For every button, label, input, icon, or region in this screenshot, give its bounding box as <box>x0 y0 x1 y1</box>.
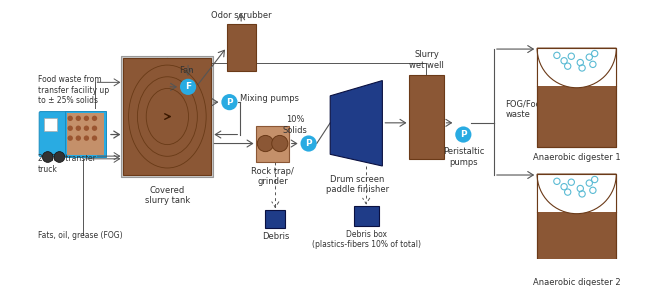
Circle shape <box>92 116 97 121</box>
Bar <box>226 24 256 71</box>
Text: 10%
Solids: 10% Solids <box>283 115 307 134</box>
Bar <box>124 58 211 175</box>
Circle shape <box>68 116 73 121</box>
Circle shape <box>258 136 274 152</box>
Bar <box>122 56 213 177</box>
Bar <box>537 48 616 147</box>
Bar <box>256 126 289 162</box>
Circle shape <box>76 116 81 121</box>
Bar <box>537 48 616 147</box>
Circle shape <box>68 126 73 131</box>
Text: F: F <box>185 82 191 91</box>
Text: Fan: Fan <box>179 66 194 75</box>
Circle shape <box>54 152 65 162</box>
Text: Anaerobic digester 1: Anaerobic digester 1 <box>533 152 620 162</box>
Bar <box>66 113 104 155</box>
Circle shape <box>456 126 471 143</box>
Bar <box>537 174 616 273</box>
Text: Fats, oil, grease (FOG): Fats, oil, grease (FOG) <box>38 231 122 240</box>
Bar <box>410 75 444 159</box>
Bar <box>537 48 616 86</box>
Wedge shape <box>537 174 616 214</box>
Circle shape <box>68 136 73 141</box>
Text: P: P <box>226 98 233 107</box>
Text: FOG/Food
waste: FOG/Food waste <box>505 100 546 119</box>
Text: Rock trap/
grinder: Rock trap/ grinder <box>251 167 294 186</box>
Circle shape <box>272 136 288 152</box>
Circle shape <box>92 136 97 141</box>
Polygon shape <box>330 81 382 166</box>
Wedge shape <box>537 48 616 88</box>
Circle shape <box>221 94 238 110</box>
Text: Slurry
wet well: Slurry wet well <box>409 50 444 70</box>
Text: P: P <box>305 139 312 148</box>
Circle shape <box>84 116 89 121</box>
Text: Drum screen
paddle finisher: Drum screen paddle finisher <box>325 175 388 194</box>
Text: Odor scrubber: Odor scrubber <box>211 11 272 20</box>
Text: Covered
slurry tank: Covered slurry tank <box>145 186 190 205</box>
Bar <box>537 174 616 273</box>
Bar <box>354 206 378 226</box>
Text: 20 Ton transfer
truck: 20 Ton transfer truck <box>38 154 96 174</box>
Text: Mixing pumps: Mixing pumps <box>240 94 299 103</box>
Bar <box>266 210 286 228</box>
Circle shape <box>92 126 97 131</box>
Text: Debris box
(plastics-fibers 10% of total): Debris box (plastics-fibers 10% of total… <box>311 230 421 249</box>
Circle shape <box>76 126 81 131</box>
Circle shape <box>42 152 53 162</box>
Text: Debris: Debris <box>262 232 289 241</box>
Text: Peristaltic
pumps: Peristaltic pumps <box>443 147 484 166</box>
Text: Anaerobic digester 2: Anaerobic digester 2 <box>533 279 620 286</box>
Circle shape <box>301 136 317 152</box>
Circle shape <box>76 136 81 141</box>
Circle shape <box>180 79 196 95</box>
Circle shape <box>84 136 89 141</box>
Circle shape <box>84 126 89 131</box>
Bar <box>537 174 616 212</box>
Text: Food waste from
transfer facility up
to ± 25% solids: Food waste from transfer facility up to … <box>38 75 109 105</box>
Bar <box>65 111 106 157</box>
FancyBboxPatch shape <box>39 112 67 156</box>
Bar <box>44 118 56 131</box>
Text: P: P <box>460 130 467 139</box>
